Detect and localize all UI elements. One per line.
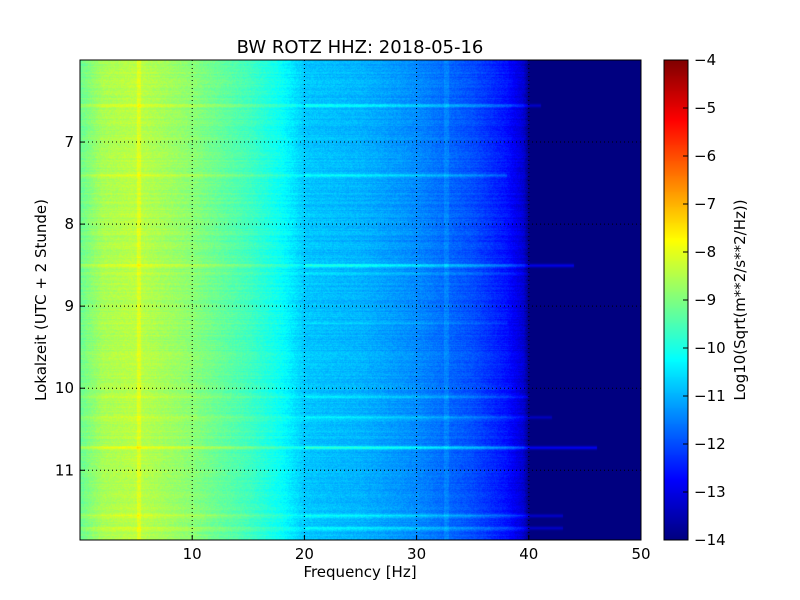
chart-title: BW ROTZ HHZ: 2018-05-16 (237, 37, 484, 58)
y-tick-label: 9 (64, 297, 74, 315)
colorbar-tick-label: −11 (694, 387, 726, 405)
colorbar-tick-label: −9 (694, 291, 716, 309)
y-tick-label: 11 (55, 461, 74, 479)
x-tick-label: 20 (295, 545, 314, 563)
x-tick-label: 10 (183, 545, 202, 563)
colorbar-tick-label: −8 (694, 243, 716, 261)
colorbar-tick-label: −4 (694, 51, 716, 69)
plot-grid (80, 60, 641, 540)
y-tick-label: 7 (64, 133, 74, 151)
x-axis: 10 20 30 40 50 (183, 535, 651, 563)
colorbar-tick-label: −13 (694, 483, 726, 501)
y-tick-label: 10 (55, 379, 74, 397)
y-axis: 7 8 9 10 11 (55, 133, 85, 479)
x-tick-label: 30 (407, 545, 426, 563)
x-tick-label: 50 (631, 545, 650, 563)
colorbar-tick-label: −7 (694, 195, 716, 213)
y-tick-label: 8 (64, 215, 74, 233)
colorbar-tick-label: −6 (694, 147, 716, 165)
x-axis-label: Frequency [Hz] (303, 563, 416, 581)
x-tick-label: 40 (519, 545, 538, 563)
colorbar-tick-label: −10 (694, 339, 726, 357)
colorbar-tick-label: −14 (694, 531, 726, 549)
colorbar-tick-label: −12 (694, 435, 726, 453)
colorbar-tick-label: −5 (694, 99, 716, 117)
plot-frame (79, 59, 642, 541)
y-axis-label: Lokalzeit (UTC + 2 Stunde) (32, 199, 50, 401)
colorbar-ticks: −14 −13 −12 −11 −10 −9 −8 −7 −6 −5 −4 (683, 51, 726, 549)
colorbar-label: Log10(Sqrt(m**2/s**2/Hz)) (731, 199, 749, 400)
heatmap-plot-area (80, 60, 641, 540)
